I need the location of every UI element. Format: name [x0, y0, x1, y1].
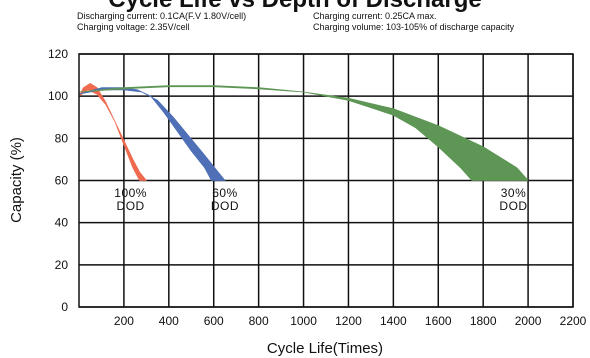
x-tick-label: 2000 — [515, 314, 542, 328]
x-axis-label: Cycle Life(Times) — [267, 340, 383, 357]
y-tick-label: 40 — [55, 216, 69, 230]
dod-percent-label: 60% — [212, 186, 238, 200]
charging-current-text: Charging current: 0.25CA max. — [313, 11, 437, 21]
y-tick-labels: 0 20 40 60 80 100 120 — [48, 47, 68, 314]
y-tick-label: 120 — [48, 47, 68, 61]
x-tick-label: 400 — [159, 314, 179, 328]
charging-volume-text: Charging volume: 103-105% of discharge c… — [313, 22, 515, 32]
series-area — [78, 87, 226, 181]
x-tick-label: 1400 — [380, 314, 407, 328]
x-tick-label: 1800 — [470, 314, 497, 328]
y-tick-label: 20 — [55, 258, 69, 272]
discharging-current-text: Discharging current: 0.1CA(F.V 1.80V/cel… — [77, 11, 247, 21]
x-tick-labels: 200 400 600 800 1000 1200 1400 1600 1800 2000 2200 — [114, 314, 587, 328]
x-tick-label: 1200 — [335, 314, 362, 328]
dod-word-label: DOD — [117, 199, 145, 213]
x-tick-label: 1000 — [290, 314, 317, 328]
charging-voltage-text: Charging voltage: 2.35V/cell — [77, 22, 190, 32]
dod-word-label: DOD — [211, 199, 239, 213]
chart-title: Cycle Life vs Depth of Discharge — [0, 0, 590, 13]
series-area — [78, 83, 147, 181]
dod-word-label: DOD — [499, 199, 527, 213]
y-tick-label: 100 — [48, 89, 68, 103]
x-tick-label: 200 — [114, 314, 134, 328]
y-tick-label: 80 — [55, 131, 69, 145]
x-tick-label: 2200 — [560, 314, 587, 328]
x-tick-label: 1600 — [425, 314, 452, 328]
series-areas — [78, 83, 529, 181]
x-tick-label: 600 — [204, 314, 224, 328]
plot-frame — [78, 53, 574, 308]
y-tick-label: 0 — [61, 300, 68, 314]
dod-percent-label: 100% — [114, 186, 147, 200]
x-tick-label: 800 — [249, 314, 269, 328]
dod-percent-label: 30% — [501, 186, 527, 200]
y-axis-label: Capacity (%) — [8, 137, 25, 223]
y-tick-label: 60 — [55, 174, 69, 188]
series-area — [78, 85, 529, 181]
